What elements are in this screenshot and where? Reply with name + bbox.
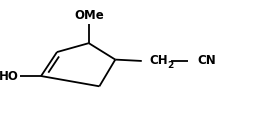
Text: 2: 2 [167,61,174,70]
Text: HO: HO [0,70,19,82]
Text: OMe: OMe [74,9,104,22]
Text: CH: CH [150,55,168,67]
Text: CN: CN [197,55,216,67]
